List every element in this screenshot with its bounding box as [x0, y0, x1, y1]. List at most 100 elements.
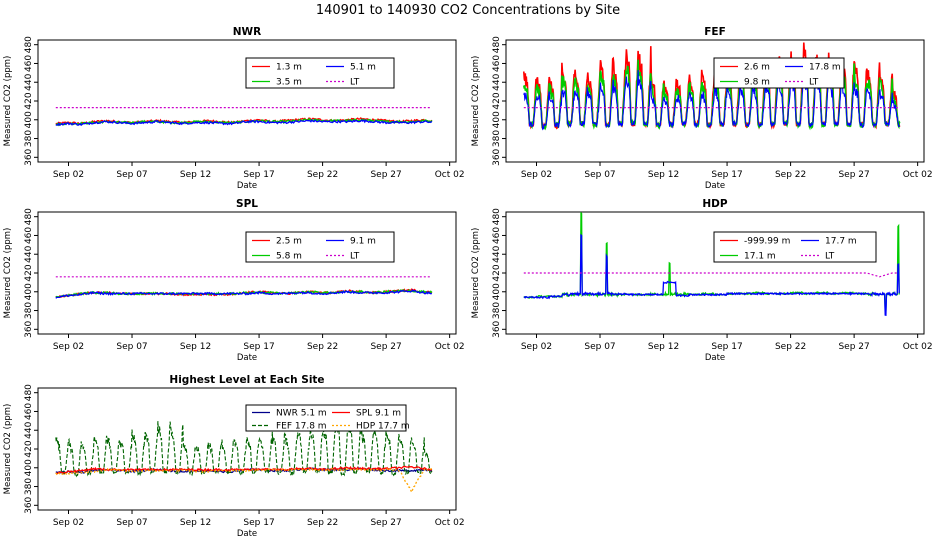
legend-label: LT — [825, 252, 835, 262]
legend-label: 5.1 m — [350, 63, 376, 73]
panel-title: Highest Level at Each Site — [169, 374, 324, 386]
legend: 2.6 m 9.8 m 17.8 m LT — [713, 57, 845, 89]
y-axis-label: Measured CO2 (ppm) — [3, 404, 13, 495]
legend-label: 2.5 m — [276, 237, 302, 247]
x-tick-label: Sep 22 — [307, 518, 338, 528]
y-tick-label: 420 — [24, 264, 34, 281]
y-tick-label: 360 — [24, 320, 34, 337]
legend-box — [245, 57, 395, 89]
y-tick-label: 480 — [24, 208, 34, 225]
x-tick-label: Sep 12 — [648, 170, 679, 180]
y-tick-label: 480 — [492, 36, 502, 53]
x-tick-label: Sep 07 — [116, 518, 147, 528]
x-tick-label: Sep 02 — [53, 170, 84, 180]
x-tick-label: Sep 12 — [648, 342, 679, 352]
legend-box — [713, 231, 877, 263]
y-tick-label: 360 — [24, 496, 34, 513]
legend-label: 17.8 m — [809, 63, 841, 73]
x-tick-label: Oct 02 — [435, 518, 465, 528]
y-tick-label: 380 — [24, 302, 34, 319]
legend: 2.5 m 5.8 m 9.1 m LT — [245, 231, 395, 263]
x-tick-label: Sep 22 — [775, 170, 806, 180]
y-tick-label: 480 — [24, 384, 34, 401]
legend: 1.3 m 3.5 m 5.1 m LT — [245, 57, 395, 89]
y-tick-label: 360 — [492, 320, 502, 337]
legend-label: 17.7 m — [825, 237, 857, 247]
y-tick-label: 460 — [24, 403, 34, 420]
y-tick-label: 420 — [492, 264, 502, 281]
y-tick-label: 420 — [24, 92, 34, 109]
y-tick-label: 400 — [24, 283, 34, 300]
legend-label: 9.8 m — [744, 78, 770, 88]
y-tick-label: 460 — [24, 55, 34, 72]
x-tick-label: Oct 02 — [903, 342, 933, 352]
x-axis-label: Date — [237, 353, 257, 363]
y-tick-label: 400 — [24, 111, 34, 128]
x-tick-label: Oct 02 — [903, 170, 933, 180]
plot-area — [55, 107, 433, 127]
x-tick-label: Sep 12 — [180, 518, 211, 528]
y-axis-label: Measured CO2 (ppm) — [471, 56, 481, 147]
legend: NWR 5.1 m FEF 17.8 m SPL 9.1 m HDP 17.7 m — [245, 404, 410, 432]
panel-title: SPL — [236, 198, 258, 210]
x-tick-label: Sep 27 — [838, 342, 869, 352]
x-tick-label: Sep 22 — [775, 342, 806, 352]
y-tick-label: 420 — [492, 92, 502, 109]
x-tick-label: Sep 02 — [53, 518, 84, 528]
plot-area — [55, 276, 433, 299]
y-tick-label: 440 — [492, 73, 502, 90]
figure-title: 140901 to 140930 CO2 Concentrations by S… — [316, 3, 620, 18]
legend-label: LT — [350, 78, 360, 88]
y-axis-label: Measured CO2 (ppm) — [3, 228, 13, 319]
y-tick-label: 360 — [24, 148, 34, 165]
legend-label: NWR 5.1 m — [276, 409, 327, 419]
series-line — [523, 272, 899, 278]
x-tick-label: Sep 27 — [370, 518, 401, 528]
x-tick-label: Sep 22 — [307, 342, 338, 352]
y-tick-label: 380 — [492, 130, 502, 147]
y-tick-label: 400 — [492, 111, 502, 128]
x-tick-label: Sep 27 — [370, 342, 401, 352]
x-tick-label: Oct 02 — [435, 342, 465, 352]
y-tick-label: 480 — [492, 208, 502, 225]
legend-label: 2.6 m — [744, 63, 770, 73]
legend-box — [245, 404, 407, 432]
x-axis-label: Date — [705, 181, 725, 191]
legend-label: 17.1 m — [744, 252, 776, 262]
x-tick-label: Sep 02 — [521, 170, 552, 180]
y-tick-label: 460 — [492, 55, 502, 72]
x-tick-label: Sep 17 — [243, 342, 274, 352]
x-tick-label: Sep 27 — [838, 170, 869, 180]
y-tick-label: 440 — [24, 421, 34, 438]
series-line — [523, 70, 901, 131]
panel-title: FEF — [704, 26, 726, 38]
y-tick-label: 380 — [24, 478, 34, 495]
legend-label: LT — [350, 252, 360, 262]
y-tick-label: 440 — [24, 245, 34, 262]
x-tick-label: Sep 07 — [116, 342, 147, 352]
series-line — [55, 289, 433, 299]
y-axis-label: Measured CO2 (ppm) — [3, 56, 13, 147]
x-tick-label: Sep 12 — [180, 170, 211, 180]
legend: -999.99 m 17.1 m 17.7 m LT — [713, 231, 877, 263]
series-line — [55, 467, 433, 494]
x-tick-label: Sep 07 — [584, 170, 615, 180]
y-tick-label: 480 — [24, 36, 34, 53]
y-tick-label: 380 — [24, 130, 34, 147]
x-tick-label: Sep 17 — [243, 170, 274, 180]
legend-label: 9.1 m — [350, 237, 376, 247]
x-axis-label: Date — [705, 353, 725, 363]
y-tick-label: 440 — [492, 245, 502, 262]
x-tick-label: Sep 07 — [116, 170, 147, 180]
plot-area — [523, 212, 900, 316]
legend-label: LT — [809, 78, 819, 88]
panel-title: HDP — [702, 198, 728, 210]
series-line — [523, 233, 900, 316]
x-tick-label: Sep 02 — [53, 342, 84, 352]
